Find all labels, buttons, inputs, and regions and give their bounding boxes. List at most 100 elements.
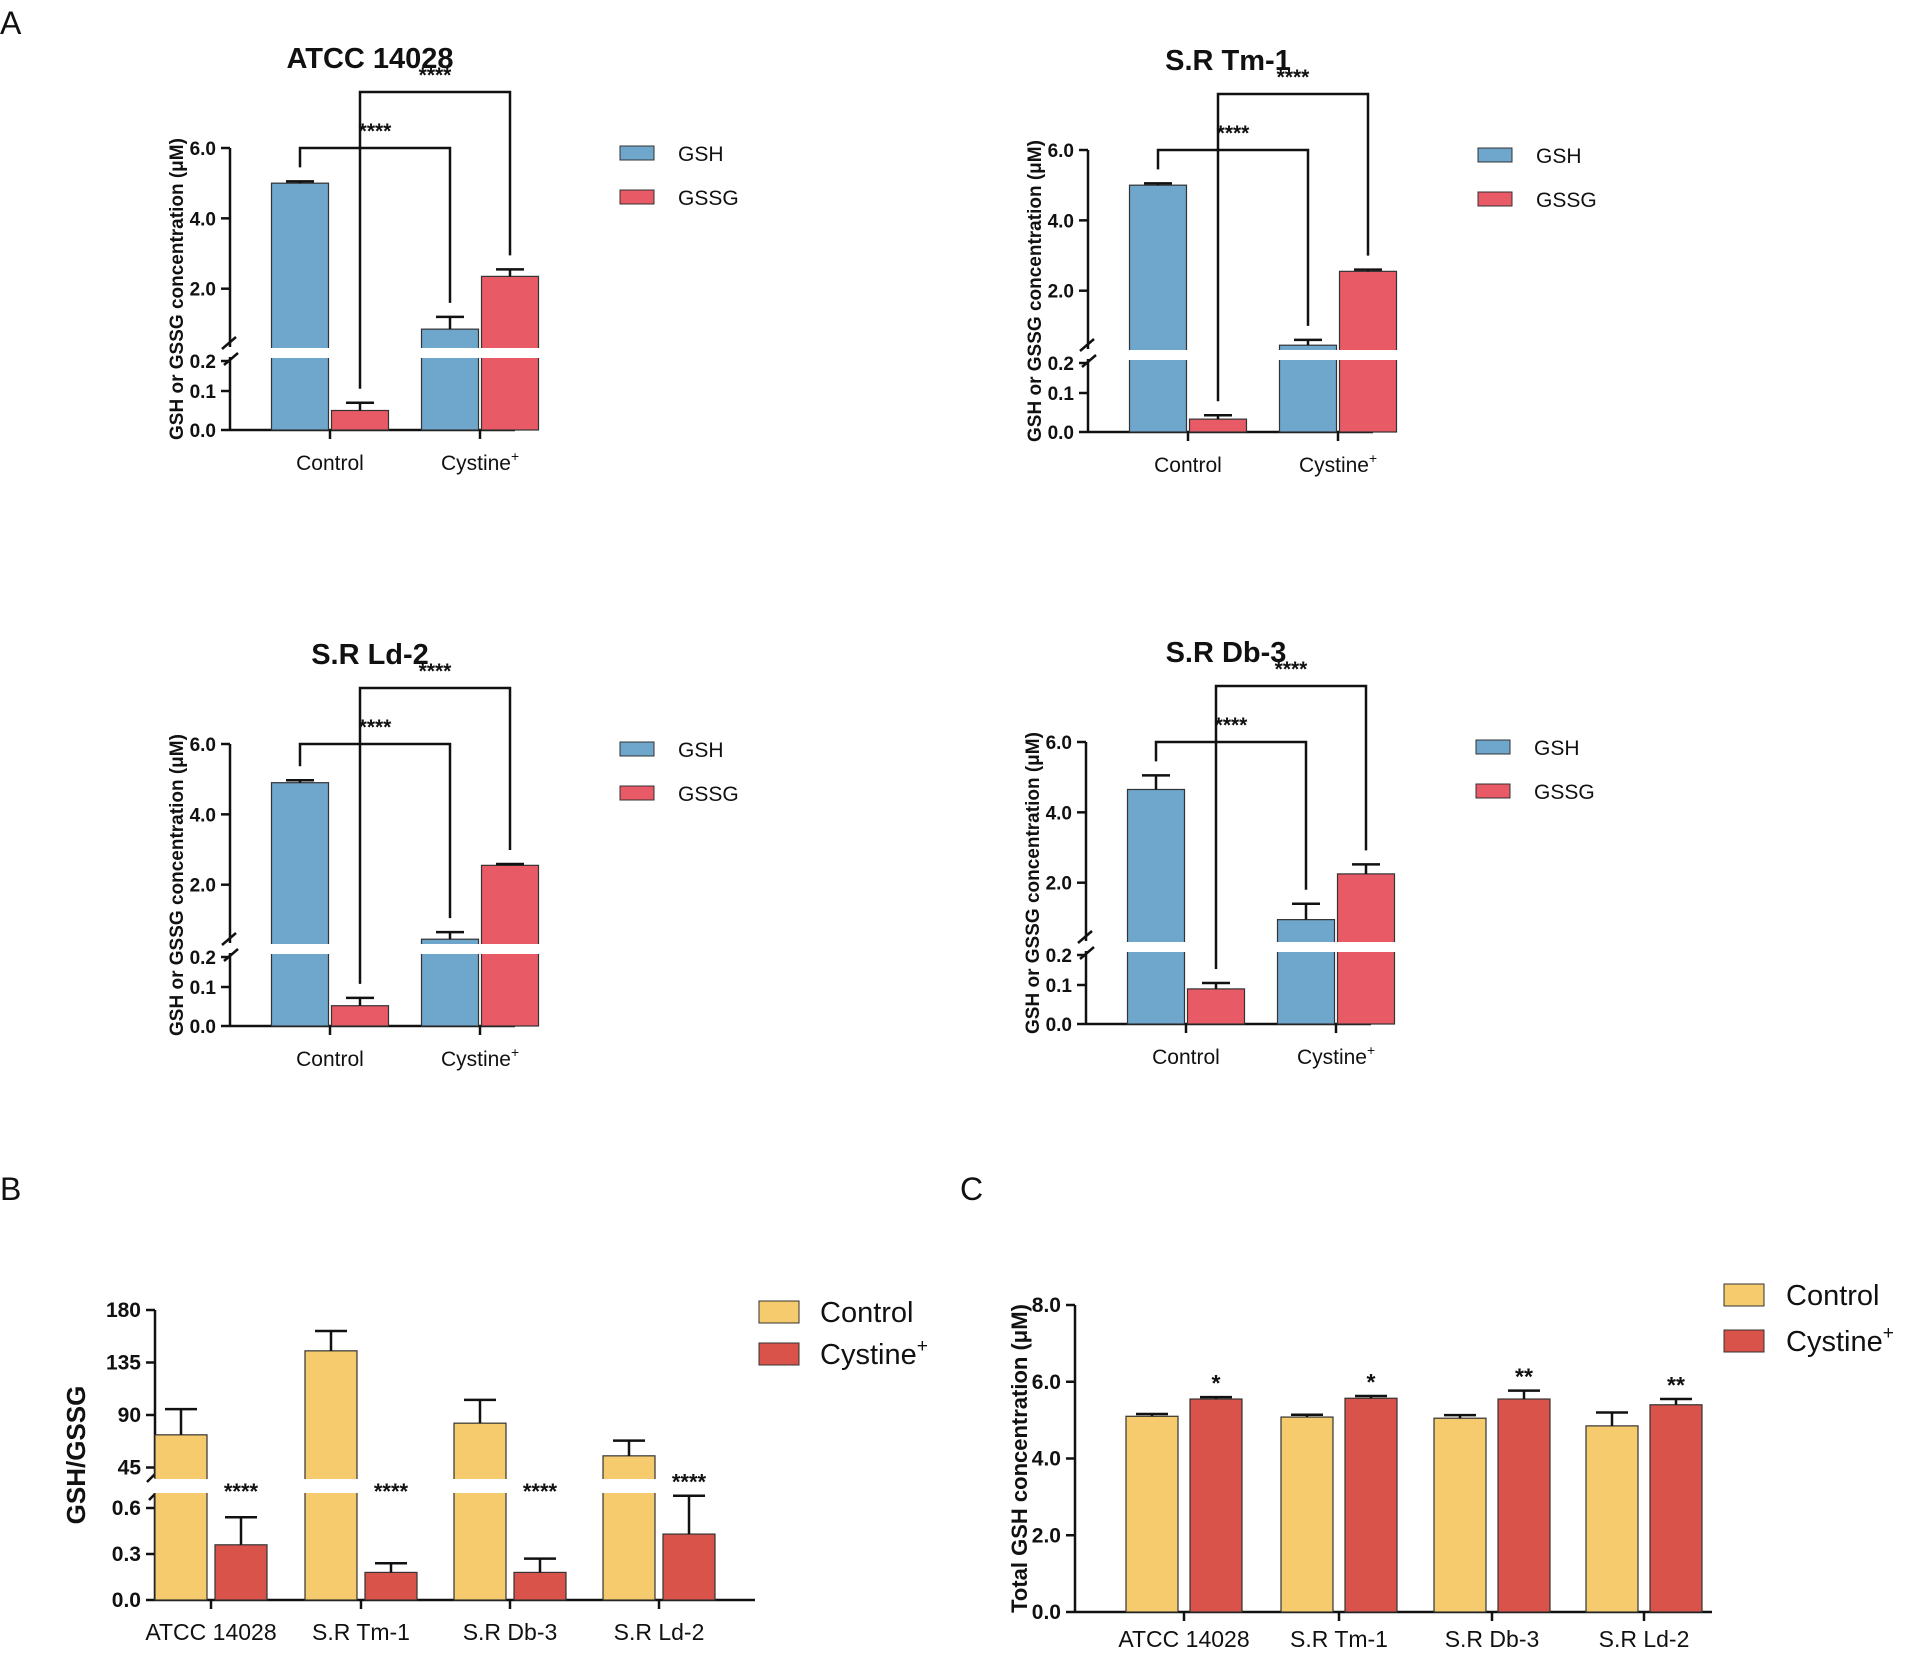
x-tick-label: ATCC 14028 xyxy=(145,1619,276,1645)
significance-label: **** xyxy=(1275,658,1309,681)
legend-label: Cystine+ xyxy=(1786,1323,1894,1358)
chart-title: S.R Tm-1 xyxy=(1165,45,1291,77)
bar-gsh xyxy=(270,182,330,431)
axis-break-mark xyxy=(1077,930,1093,944)
legend-label: GSSG xyxy=(1534,781,1595,804)
y-axis-label: GSH/GSSG xyxy=(61,1386,91,1525)
y-tick-label: 45 xyxy=(118,1457,142,1480)
charts-group: ATCC 14028 GSH or GSSG concentration (μM)… xyxy=(61,43,1894,1652)
y-tick-label: 2.0 xyxy=(1048,282,1074,303)
chart-a2: S.R Tm-1 GSH or GSSG concentration (μM) 0.… xyxy=(1025,45,1597,477)
axis-break-mark xyxy=(1081,354,1097,368)
bar-cystine xyxy=(364,1571,418,1601)
chart-title: S.R Ld-2 xyxy=(311,639,429,671)
significance-bracket xyxy=(1154,740,1308,890)
chart-a1: ATCC 14028 GSH or GSSG concentration (μM)… xyxy=(167,43,739,475)
legend-swatch xyxy=(619,741,655,757)
significance-label: **** xyxy=(1217,122,1251,145)
y-tick-label: 135 xyxy=(106,1352,141,1375)
significance-label: **** xyxy=(419,64,453,87)
y-tick-label: 4.0 xyxy=(1048,211,1074,232)
chart-title: S.R Db-3 xyxy=(1166,637,1287,669)
y-tick-label: 0.2 xyxy=(1046,946,1072,967)
legend-swatch xyxy=(619,785,655,801)
bar-break-gap xyxy=(303,1479,359,1493)
x-tick-label: S.R Db-3 xyxy=(463,1619,558,1645)
y-tick-label: 4.0 xyxy=(1032,1448,1061,1471)
significance-label: ** xyxy=(1667,1372,1685,1398)
axis-break-mark xyxy=(223,948,239,962)
bar-break-gap xyxy=(1337,350,1399,360)
legend-swatch xyxy=(1723,1329,1765,1353)
legend-swatch xyxy=(1723,1283,1765,1307)
significance-label: **** xyxy=(523,1479,558,1504)
legend-swatch xyxy=(619,189,655,205)
chart-b: GSH/GSSG 0.0 0.3 0.6 45 90 135 180 ATCC 14028 S.R… xyxy=(61,1297,928,1645)
significance-label: **** xyxy=(1215,714,1249,737)
y-tick-label: 6.0 xyxy=(190,139,216,160)
bar-gsh xyxy=(1128,184,1188,433)
significance-label: **** xyxy=(374,1479,409,1504)
x-tick-label: Cystine+ xyxy=(1299,450,1377,477)
legend-label: GSH xyxy=(1534,737,1580,760)
bar-break-gap xyxy=(1125,942,1187,952)
x-tick-label: S.R Ld-2 xyxy=(614,1619,705,1645)
legend-label: GSSG xyxy=(678,187,739,210)
x-tick-label: Cystine+ xyxy=(441,448,519,475)
bar-break-gap xyxy=(419,348,481,358)
y-tick-label: 6.0 xyxy=(1032,1371,1061,1394)
significance-bracket xyxy=(298,742,452,919)
y-tick-label: 0.3 xyxy=(112,1543,141,1566)
bar-control xyxy=(1585,1425,1639,1613)
y-tick-label: 0.1 xyxy=(190,978,217,999)
bar-gssg xyxy=(330,1005,390,1027)
y-tick-label: 0.2 xyxy=(1048,354,1074,375)
axis-break-mark xyxy=(223,352,239,366)
legend-swatch xyxy=(1475,739,1511,755)
y-tick-label: 180 xyxy=(106,1299,141,1322)
bar-break-gap xyxy=(452,1479,508,1493)
y-tick-label: 4.0 xyxy=(1046,803,1072,824)
legend-swatch xyxy=(758,1300,800,1324)
bar-control xyxy=(1125,1415,1179,1613)
axis-break-mark xyxy=(1079,946,1095,960)
x-tick-label: Control xyxy=(296,1048,364,1071)
legend-label: GSSG xyxy=(1536,189,1597,212)
y-tick-label: 0.0 xyxy=(1032,1601,1061,1624)
y-axis-label: GSH or GSSG concentration (μM) xyxy=(167,138,188,440)
panel-label-c: C xyxy=(960,1171,983,1207)
chart-c: Total GSH concentration (μM) 0.0 2.0 4.0 6.0… xyxy=(1007,1280,1894,1652)
x-tick-label: Cystine+ xyxy=(1297,1042,1375,1069)
bar-gsh xyxy=(270,782,330,1027)
axis-break-mark xyxy=(1079,338,1095,352)
significance-bracket xyxy=(1156,148,1310,326)
bar-cystine xyxy=(1189,1398,1243,1613)
significance-bracket xyxy=(358,90,512,389)
legend-swatch xyxy=(1477,147,1513,163)
axis-break-mark xyxy=(221,932,237,946)
bar-cystine xyxy=(214,1544,268,1601)
y-tick-label: 6.0 xyxy=(1048,141,1074,162)
y-tick-label: 4.0 xyxy=(190,209,216,230)
y-tick-label: 0.0 xyxy=(1048,423,1074,444)
x-tick-label: S.R Db-3 xyxy=(1445,1626,1540,1652)
legend-label: GSH xyxy=(678,739,724,762)
bar-gssg xyxy=(1186,988,1246,1025)
y-tick-label: 0.2 xyxy=(190,948,216,969)
y-tick-label: 2.0 xyxy=(190,280,216,301)
significance-label: **** xyxy=(672,1470,707,1495)
significance-label: **** xyxy=(359,716,393,739)
legend-label: Control xyxy=(1786,1280,1880,1312)
y-tick-label: 0.1 xyxy=(190,382,217,403)
bar-break-gap xyxy=(479,944,541,954)
legend-label: Control xyxy=(820,1297,914,1329)
bar-break-gap xyxy=(479,348,541,358)
legend-swatch xyxy=(1477,191,1513,207)
y-tick-label: 0.0 xyxy=(190,1017,216,1038)
bar-break-gap xyxy=(601,1479,657,1493)
bar-break-gap xyxy=(1277,350,1339,360)
x-tick-label: S.R Ld-2 xyxy=(1599,1626,1690,1652)
y-tick-label: 2.0 xyxy=(1046,874,1072,895)
panel-label-a: A xyxy=(0,5,22,41)
